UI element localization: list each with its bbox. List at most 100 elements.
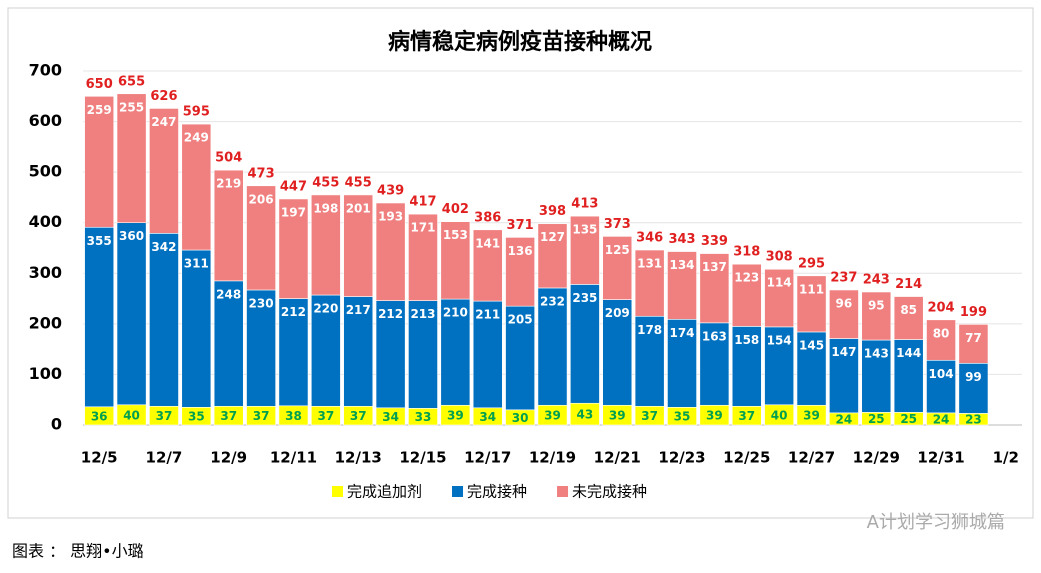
value-label: 37 xyxy=(156,409,173,423)
x-tick-label: 12/15 xyxy=(399,449,446,467)
value-label: 171 xyxy=(410,221,435,235)
value-label: 198 xyxy=(313,201,338,215)
bar-segment xyxy=(893,339,924,413)
x-tick-label: 12/11 xyxy=(270,449,317,467)
legend-swatch xyxy=(332,486,343,497)
total-label: 473 xyxy=(248,166,275,181)
value-label: 114 xyxy=(767,276,792,290)
x-tick-label: 12/7 xyxy=(146,449,183,467)
value-label: 39 xyxy=(803,409,820,423)
value-label: 249 xyxy=(184,131,209,145)
bar-segment xyxy=(278,298,309,407)
legend-label: 未完成接种 xyxy=(572,483,647,501)
value-label: 123 xyxy=(734,271,759,285)
value-label: 37 xyxy=(641,409,658,423)
value-label: 163 xyxy=(702,329,727,343)
value-label: 39 xyxy=(609,409,626,423)
value-label: 40 xyxy=(771,408,788,422)
x-tick-label: 12/23 xyxy=(658,449,705,467)
y-tick-label: 400 xyxy=(29,212,62,231)
value-label: 230 xyxy=(249,296,274,310)
value-label: 127 xyxy=(540,230,565,244)
value-label: 210 xyxy=(443,306,468,320)
bar-segment xyxy=(116,222,147,406)
value-label: 235 xyxy=(572,291,597,305)
bar-segment xyxy=(634,249,665,317)
value-label: 37 xyxy=(350,409,367,423)
value-label: 40 xyxy=(123,408,140,422)
x-tick-label: 1/2 xyxy=(993,449,1019,467)
value-label: 39 xyxy=(447,409,464,423)
bar-segment xyxy=(764,268,795,328)
bar-segment xyxy=(958,324,989,364)
value-label: 153 xyxy=(443,228,468,242)
bar-segment xyxy=(699,253,730,324)
value-label: 145 xyxy=(799,338,824,352)
total-label: 371 xyxy=(507,218,534,233)
value-label: 37 xyxy=(253,409,270,423)
value-label: 212 xyxy=(281,305,306,319)
value-label: 111 xyxy=(799,282,824,296)
value-label: 178 xyxy=(637,323,662,337)
value-label: 80 xyxy=(933,326,950,340)
value-label: 30 xyxy=(512,411,529,425)
total-label: 455 xyxy=(312,175,339,190)
value-label: 37 xyxy=(738,409,755,423)
bar-segment xyxy=(926,359,956,414)
bar-segment xyxy=(796,275,827,333)
value-label: 147 xyxy=(831,345,856,359)
bar-segment xyxy=(343,194,374,297)
value-label: 174 xyxy=(669,326,694,340)
value-label: 34 xyxy=(382,410,399,424)
value-label: 259 xyxy=(87,103,112,117)
value-label: 360 xyxy=(119,229,144,243)
bar-segment xyxy=(537,223,568,289)
y-tick-label: 0 xyxy=(51,415,62,434)
value-label: 248 xyxy=(216,287,241,301)
value-label: 33 xyxy=(415,410,432,424)
value-label: 136 xyxy=(508,244,533,258)
value-label: 144 xyxy=(896,346,921,360)
bar-segment xyxy=(181,249,212,408)
value-label: 158 xyxy=(734,333,759,347)
total-label: 398 xyxy=(539,204,566,219)
bar-segment xyxy=(667,251,697,320)
bar-segment xyxy=(181,123,212,251)
total-label: 655 xyxy=(118,74,145,89)
bar-segment xyxy=(246,185,276,291)
total-label: 626 xyxy=(150,89,177,104)
bar-segment xyxy=(84,226,115,408)
value-label: 38 xyxy=(285,409,302,423)
bar-segment xyxy=(731,263,762,327)
value-label: 193 xyxy=(378,209,403,223)
value-label: 95 xyxy=(868,298,885,312)
total-label: 339 xyxy=(701,234,728,249)
bar-segment xyxy=(602,236,633,300)
bar-segment xyxy=(84,95,115,228)
y-tick-label: 500 xyxy=(29,162,62,181)
bar-segment xyxy=(731,326,762,407)
value-label: 36 xyxy=(91,409,108,423)
total-label: 295 xyxy=(798,256,825,271)
value-label: 342 xyxy=(151,240,176,254)
bar-segment xyxy=(310,294,341,407)
bar-segment xyxy=(505,237,535,307)
value-label: 43 xyxy=(577,408,594,422)
value-label: 125 xyxy=(605,243,630,257)
bar-segment xyxy=(829,338,859,414)
bar-segment xyxy=(116,93,147,224)
value-label: 137 xyxy=(702,260,727,274)
bar-segment xyxy=(861,291,892,341)
value-label: 23 xyxy=(965,413,982,427)
total-label: 204 xyxy=(927,300,954,315)
value-label: 213 xyxy=(410,307,435,321)
total-label: 417 xyxy=(409,195,436,210)
value-label: 34 xyxy=(479,410,496,424)
value-label: 85 xyxy=(900,303,917,317)
total-label: 504 xyxy=(215,151,242,166)
bar-segment xyxy=(570,215,600,285)
value-label: 206 xyxy=(249,192,274,206)
bar-segment xyxy=(861,339,892,413)
value-label: 134 xyxy=(669,258,694,272)
